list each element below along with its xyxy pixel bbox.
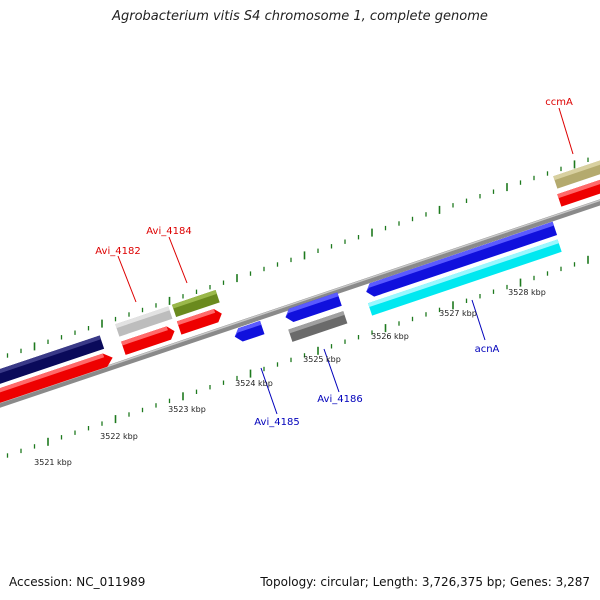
gene-label-avi4184: Avi_4184 [146, 226, 191, 237]
scale-label: 3521 kbp [34, 458, 72, 467]
callout-avi4186 [323, 348, 340, 393]
feature-acna[interactable] [367, 239, 562, 316]
scale-labels: 3521 kbp 3522 kbp 3523 kbp 3524 kbp 3525… [34, 288, 546, 467]
feature-avi4182[interactable] [115, 306, 173, 337]
gene-label-avi4182: Avi_4182 [95, 246, 140, 257]
feature-blue-acna[interactable] [364, 221, 558, 299]
feature-blue-avi4186[interactable] [283, 292, 342, 323]
gene-labels: ccmA Avi_4182 Avi_4184 Avi_4185 Avi_4186… [95, 97, 573, 428]
backbone-line [0, 199, 600, 408]
callout-ccma [558, 107, 574, 155]
forward-features [0, 157, 600, 407]
scale-label: 3522 kbp [100, 432, 138, 441]
callout-avi4184 [168, 236, 188, 284]
outer-tick-row [6, 157, 589, 358]
scale-label: 3524 kbp [235, 379, 273, 388]
feature-avi4184[interactable] [171, 290, 220, 318]
callout-avi4182 [117, 255, 137, 303]
inner-tick-row [6, 255, 589, 458]
feature-red-avi4184[interactable] [176, 307, 224, 335]
map-title: Agrobacterium vitis S4 chromosome 1, com… [112, 9, 488, 24]
callout-acna [471, 299, 486, 341]
scale-label: 3523 kbp [168, 405, 206, 414]
callout-avi4185 [260, 367, 278, 415]
scale-label: 3528 kbp [508, 288, 546, 297]
feature-red-avi4182[interactable] [121, 324, 177, 355]
accession-text: Accession: NC_011989 [9, 575, 146, 589]
gene-label-avi4186: Avi_4186 [317, 394, 362, 405]
feature-avi4185[interactable] [233, 320, 265, 344]
gene-label-acna: acnA [475, 344, 500, 355]
feature-red-left[interactable] [0, 351, 115, 407]
feature-ccma[interactable] [553, 157, 600, 189]
scale-label: 3526 kbp [371, 332, 409, 341]
gene-label-ccma: ccmA [545, 97, 573, 108]
feature-avi4186[interactable] [288, 311, 348, 342]
feature-red-ccma[interactable] [557, 175, 600, 207]
feature-navy[interactable] [0, 335, 105, 387]
scale-label: 3527 kbp [439, 309, 477, 318]
genome-summary-text: Topology: circular; Length: 3,726,375 bp… [260, 575, 590, 589]
callout-lines [117, 107, 574, 415]
gene-label-avi4185: Avi_4185 [254, 417, 299, 428]
backbone [0, 199, 600, 408]
scale-label: 3525 kbp [303, 355, 341, 364]
reverse-features [233, 221, 562, 344]
